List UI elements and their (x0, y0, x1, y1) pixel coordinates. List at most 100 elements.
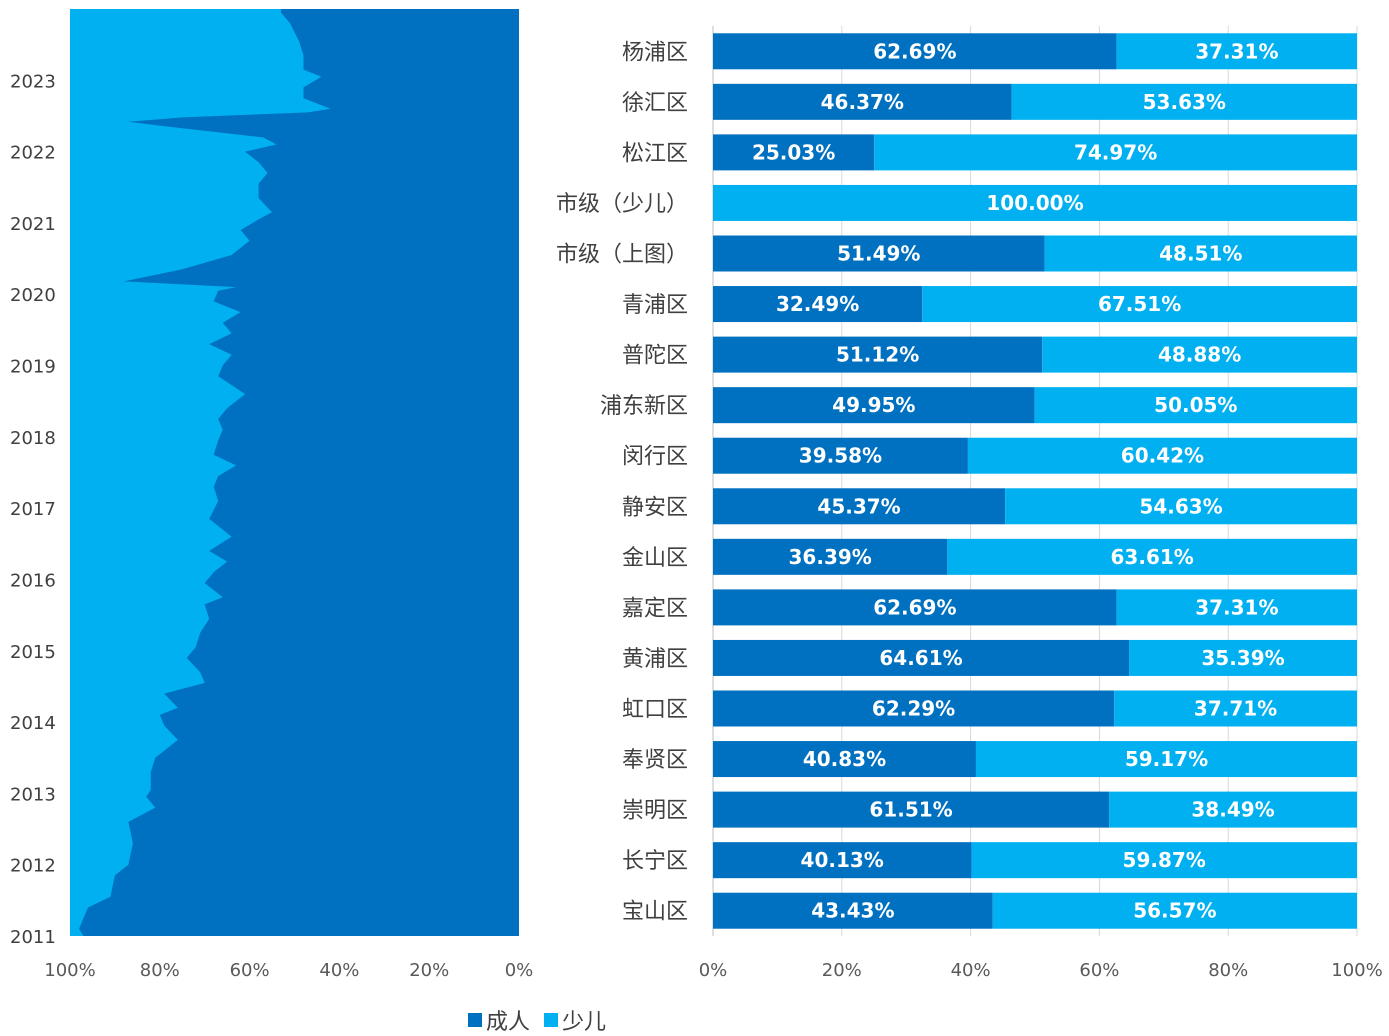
data-label: 59.87% (1123, 848, 1206, 872)
data-label: 62.69% (873, 39, 956, 63)
y-tick-label: 2014 (10, 713, 56, 734)
data-label: 50.05% (1154, 393, 1237, 417)
bar-segment-adult (713, 33, 1117, 70)
category-label: 市级（上图） (556, 243, 688, 268)
y-tick-label: 2011 (10, 927, 56, 948)
category-label: 宝山区 (622, 900, 688, 925)
bar-segment-adult (713, 286, 923, 323)
bar-segment-adult (713, 690, 1115, 727)
y-tick-label: 2023 (10, 71, 56, 92)
bar-chart: 杨浦区 62.69% 37.31% 徐汇区 46.37% 53.63% 松江区 25.03% 7… (556, 26, 1383, 981)
y-tick-label: 2020 (10, 285, 56, 306)
bar-segment-child (1114, 690, 1357, 727)
data-label: 25.03% (752, 140, 835, 164)
y-tick-label: 2017 (10, 499, 56, 520)
bar-segment-adult (713, 892, 993, 929)
data-label: 60.42% (1121, 444, 1204, 468)
data-label: 62.29% (872, 697, 955, 721)
data-label: 100.00% (986, 191, 1083, 215)
category-label: 嘉定区 (622, 596, 688, 621)
category-label: 普陀区 (622, 344, 688, 369)
y-tick-label: 2015 (10, 642, 56, 663)
data-label: 54.63% (1139, 494, 1222, 518)
category-label: 崇明区 (622, 799, 688, 824)
bar-segment-adult (713, 538, 948, 575)
category-label: 杨浦区 (622, 40, 688, 65)
data-label: 39.58% (799, 444, 882, 468)
legend-swatch-adult (468, 1013, 482, 1027)
bar-segment-adult (713, 134, 875, 171)
bar-segment-child (713, 184, 1357, 221)
x-tick-label: 100% (1331, 960, 1382, 981)
area-series-child (70, 9, 331, 936)
legend: 成人 少儿 (468, 1004, 606, 1036)
data-label: 37.31% (1195, 595, 1278, 619)
data-label: 74.97% (1074, 140, 1157, 164)
x-tick-label: 0% (699, 960, 728, 981)
x-tick-label: 0% (505, 960, 534, 981)
bar-segment-adult (713, 437, 968, 474)
category-label: 松江区 (622, 141, 688, 166)
legend-item-child: 少儿 (544, 1004, 606, 1036)
data-label: 63.61% (1111, 545, 1194, 569)
data-label: 62.69% (873, 595, 956, 619)
bar-segment-child (975, 741, 1357, 778)
bar-segment-adult (713, 589, 1117, 626)
x-tick-label: 20% (822, 960, 862, 981)
bar-segment-child (1044, 235, 1357, 272)
data-label: 53.63% (1143, 90, 1226, 114)
bar-segment-adult (713, 741, 976, 778)
data-label: 49.95% (832, 393, 915, 417)
data-label: 38.49% (1191, 798, 1274, 822)
data-label: 32.49% (776, 292, 859, 316)
data-label: 36.39% (789, 545, 872, 569)
y-tick-label: 2013 (10, 784, 56, 805)
bar-segment-child (1011, 83, 1357, 120)
x-tick-label: 40% (319, 960, 359, 981)
category-label: 青浦区 (622, 293, 688, 318)
x-tick-label: 40% (951, 960, 991, 981)
bar-segment-child (971, 842, 1357, 879)
chart-canvas: 2011 2012 2013 2014 2015 2016 2017 2018 2019 2020… (10, 9, 1383, 981)
data-label: 40.13% (801, 848, 884, 872)
bar-segment-adult (713, 336, 1043, 373)
category-label: 虹口区 (622, 698, 688, 723)
category-label: 长宁区 (622, 849, 688, 874)
data-label: 64.61% (879, 646, 962, 670)
bar-segment-child (922, 286, 1357, 323)
category-label: 金山区 (622, 546, 688, 571)
bar-segment-adult (713, 488, 1006, 525)
category-label: 徐汇区 (622, 91, 688, 116)
category-label: 浦东新区 (600, 394, 688, 419)
bar-segment-child (992, 892, 1357, 929)
bar-segment-adult (713, 235, 1045, 272)
data-label: 56.57% (1133, 899, 1216, 923)
data-label: 37.31% (1195, 39, 1278, 63)
data-label: 40.83% (803, 747, 886, 771)
bar-segment-adult (713, 791, 1110, 828)
bar-segment-child (1116, 33, 1357, 70)
category-label: 黄浦区 (622, 647, 688, 672)
area-chart: 2011 2012 2013 2014 2015 2016 2017 2018 2019 2020… (10, 9, 533, 981)
bar-segment-child (1034, 387, 1357, 424)
data-label: 67.51% (1098, 292, 1181, 316)
y-tick-label: 2022 (10, 143, 56, 164)
x-tick-label: 100% (44, 960, 95, 981)
bar-segment-child (967, 437, 1357, 474)
bar-segment-child (947, 538, 1357, 575)
y-tick-label: 2018 (10, 428, 56, 449)
bar-segment-child (1116, 589, 1357, 626)
bar-segment-child (1109, 791, 1357, 828)
x-tick-label: 80% (1208, 960, 1248, 981)
x-tick-label: 60% (230, 960, 270, 981)
data-label: 46.37% (821, 90, 904, 114)
x-tick-label: 20% (409, 960, 449, 981)
data-label: 51.49% (837, 242, 920, 266)
x-tick-label: 60% (1079, 960, 1119, 981)
category-label: 奉贤区 (622, 748, 688, 773)
bar-segment-child (874, 134, 1357, 171)
category-label: 闵行区 (622, 445, 688, 470)
legend-swatch-child (544, 1013, 559, 1027)
bar-segment-adult (713, 83, 1012, 120)
category-label: 市级（少儿） (556, 192, 688, 217)
